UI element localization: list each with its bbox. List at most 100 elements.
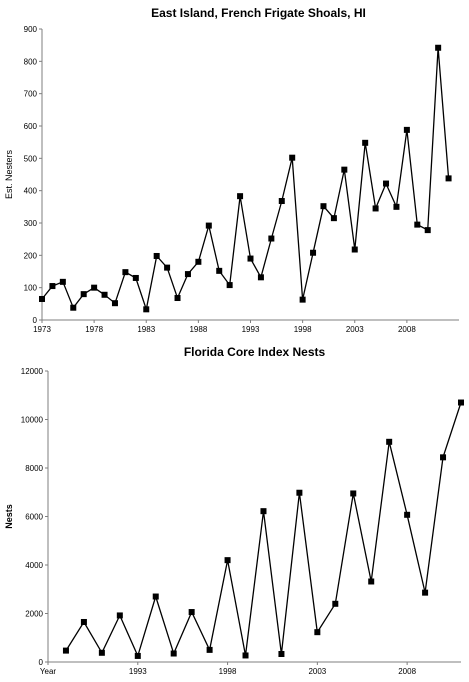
east-island-data-point [362,139,369,146]
east-island-data-point [237,193,244,200]
east-island-x-tick-label: 1973 [33,325,51,334]
east-island-data-point [393,203,400,210]
florida-data-point [278,650,285,657]
florida-y-tick-label: 12000 [21,367,44,376]
east-island-y-tick-label: 800 [24,57,38,66]
east-island-x-tick-label: 2003 [346,325,364,334]
florida-x-tick-label: 2003 [308,667,326,676]
florida-x-tick-label: Year [40,667,57,676]
east-island-data-point [59,278,66,285]
east-island-data-point [445,175,452,182]
florida-data-point [332,600,339,607]
east-island-data-point [403,126,410,133]
east-island-data-point [70,304,77,311]
florida-series-line [65,402,462,658]
east-island-data-point [247,255,254,262]
east-island-data-point [435,44,442,51]
east-island-data-point [153,252,160,259]
east-island-data-point [39,295,45,302]
east-island-data-point [80,291,87,298]
east-island-data-point [320,203,327,210]
east-island-y-tick-label: 900 [24,25,38,34]
east-island-y-tick-label: 300 [24,219,38,228]
east-island-data-point [383,180,390,187]
florida-y-tick-label: 0 [39,658,44,667]
east-island-title: East Island, French Frigate Shoals, HI [151,6,366,20]
east-island-data-point [310,249,317,256]
florida-data-point [314,629,321,636]
east-island-data-point [330,215,337,222]
florida-y-tick-label: 4000 [25,561,43,570]
east-island-x-tick-label: 1978 [85,325,103,334]
florida-y-tick-label: 6000 [25,513,43,522]
east-island-y-tick-label: 500 [24,154,38,163]
florida-data-point [422,589,429,596]
east-island-data-point [49,283,56,290]
florida-data-point [224,557,231,564]
east-island-y-tick-label: 100 [24,284,38,293]
east-island-data-point [216,267,223,274]
florida-x-tick-label: 1998 [219,667,237,676]
east-island-y-tick-label: 0 [33,316,38,325]
florida-x-tick-label: 2008 [398,667,416,676]
east-island-x-tick-label: 1993 [242,325,260,334]
east-island-x-tick-label: 1988 [189,325,207,334]
florida-data-point [188,609,195,616]
east-island-series-line [41,47,450,312]
florida-y-tick-label: 2000 [25,610,43,619]
east-island-data-point [372,205,379,212]
east-island-data-point [299,296,306,303]
east-island-data-point [101,291,108,298]
florida-y-axis-label: Nests [4,504,14,529]
florida-data-point [260,508,267,515]
east-island-y-tick-label: 600 [24,122,38,131]
east-island-data-point [184,271,191,278]
east-island-data-point [91,284,98,291]
east-island-x-tick-label: 2008 [398,325,416,334]
florida-data-point [296,489,303,496]
florida-data-point [116,612,123,619]
florida-data-point [152,593,159,600]
florida-y-tick-label: 10000 [21,416,44,425]
florida-data-point [80,618,87,625]
east-island-data-point [195,258,202,265]
florida-x-tick-label: 1993 [129,667,147,676]
florida-data-point [386,438,393,445]
florida-data-point [458,399,464,406]
east-island-y-axis-label: Est. Nesters [4,149,14,199]
east-island-data-point [268,235,275,242]
florida-data-point [62,647,69,654]
east-island-data-point [164,264,171,271]
florida-data-point [242,652,249,659]
east-island-y-tick-label: 400 [24,187,38,196]
east-island-data-point [226,282,233,289]
florida-data-point [134,652,141,659]
florida-data-point [98,649,105,656]
east-island-data-point [122,269,129,276]
east-island-data-point [424,227,431,234]
east-island-y-tick-label: 200 [24,251,38,260]
florida-data-point [404,511,411,518]
east-island-data-point [132,274,139,281]
east-island-data-point [341,166,348,173]
florida-title: Florida Core Index Nests [184,345,326,359]
florida-data-point [206,646,213,653]
florida-data-point [170,650,177,657]
east-island-data-point [205,222,212,229]
east-island-data-point [143,306,150,313]
east-island-y-tick-label: 700 [24,90,38,99]
east-island-data-point [351,246,358,253]
east-island-data-point [257,274,264,281]
florida-data-point [368,578,375,585]
east-island-x-tick-label: 1983 [137,325,155,334]
florida-y-tick-label: 8000 [25,464,43,473]
east-island-data-point [414,221,421,228]
east-island-data-point [289,154,296,161]
east-island-x-tick-label: 1998 [294,325,312,334]
east-island-data-point [174,295,181,302]
florida-data-point [440,454,447,461]
east-island-data-point [278,198,285,205]
florida-data-point [350,490,357,497]
